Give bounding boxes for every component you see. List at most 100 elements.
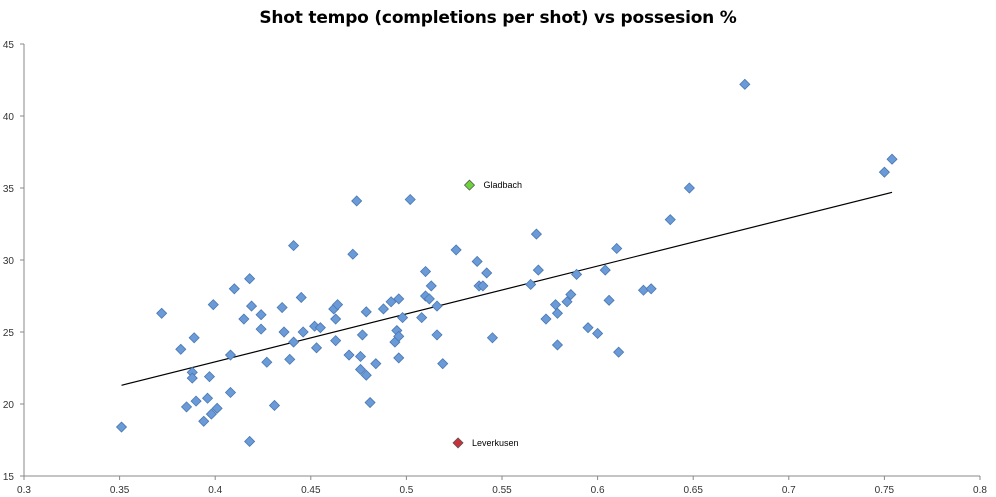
data-point bbox=[599, 264, 611, 276]
data-point bbox=[481, 267, 493, 279]
data-point bbox=[288, 240, 300, 252]
y-tick-label: 40 bbox=[3, 112, 15, 123]
data-point bbox=[203, 371, 216, 383]
y-tick-label: 20 bbox=[3, 400, 15, 411]
data-point bbox=[637, 284, 650, 296]
data-point bbox=[530, 228, 542, 240]
data-point bbox=[276, 301, 288, 314]
data-point bbox=[310, 342, 323, 354]
data-point bbox=[471, 255, 483, 268]
data-points bbox=[115, 78, 898, 448]
data-point bbox=[603, 294, 615, 306]
data-point bbox=[565, 288, 577, 301]
data-point bbox=[245, 300, 258, 312]
data-point bbox=[201, 392, 214, 404]
data-point bbox=[613, 346, 625, 358]
data-point bbox=[664, 214, 676, 226]
data-point bbox=[551, 339, 564, 351]
data-point bbox=[551, 307, 564, 319]
annotations: Gladbach Leverkusen bbox=[452, 179, 522, 449]
data-point bbox=[198, 415, 210, 427]
data-point bbox=[224, 386, 237, 399]
data-point bbox=[356, 329, 368, 341]
data-point bbox=[268, 399, 281, 412]
data-point bbox=[284, 353, 296, 365]
x-tick-label: 0.45 bbox=[301, 485, 321, 496]
y-tick-label: 45 bbox=[3, 40, 15, 51]
data-point bbox=[332, 299, 344, 311]
data-point bbox=[314, 322, 326, 334]
data-point bbox=[354, 363, 367, 376]
chart-title: Shot tempo (completions per shot) vs pos… bbox=[259, 8, 737, 28]
data-point bbox=[288, 336, 300, 348]
data-point bbox=[425, 280, 437, 292]
y-tick-label: 15 bbox=[3, 472, 15, 483]
y-tick-label: 30 bbox=[3, 256, 15, 267]
data-point bbox=[354, 350, 367, 363]
data-point bbox=[347, 248, 359, 260]
data-point bbox=[540, 313, 552, 325]
data-point bbox=[351, 195, 363, 207]
highlight-point bbox=[463, 179, 476, 191]
data-point bbox=[205, 408, 217, 420]
data-point bbox=[343, 349, 355, 361]
x-tick-label: 0.7 bbox=[782, 485, 796, 496]
trendline bbox=[121, 191, 893, 386]
data-point bbox=[156, 307, 168, 319]
y-tick-label: 35 bbox=[3, 184, 15, 195]
data-point bbox=[886, 153, 898, 165]
x-tick-label: 0.3 bbox=[17, 485, 31, 496]
axis-ticks: 0.3 0.35 0.4 0.45 0.5 0.55 0.6 0.65 0.7 0.75 0.8 15… bbox=[3, 40, 988, 496]
data-point bbox=[238, 313, 250, 325]
data-point bbox=[561, 296, 573, 308]
data-point bbox=[207, 299, 219, 311]
annotation-label: Gladbach bbox=[483, 180, 522, 190]
data-point bbox=[549, 299, 562, 311]
data-point bbox=[393, 293, 405, 305]
data-point bbox=[431, 329, 443, 341]
data-point bbox=[419, 265, 432, 278]
data-point bbox=[582, 322, 594, 334]
x-tick-label: 0.35 bbox=[110, 485, 130, 496]
data-point bbox=[431, 300, 443, 312]
data-point bbox=[188, 332, 200, 344]
data-point bbox=[255, 323, 267, 335]
data-point bbox=[261, 356, 273, 368]
data-point bbox=[477, 280, 489, 292]
data-point bbox=[244, 435, 256, 448]
data-point bbox=[180, 401, 193, 413]
data-point bbox=[190, 395, 202, 407]
x-tick-label: 0.65 bbox=[683, 485, 703, 496]
data-point bbox=[397, 312, 409, 324]
data-point bbox=[525, 278, 537, 291]
annotation-label: Leverkusen bbox=[472, 438, 519, 448]
data-point bbox=[878, 166, 890, 178]
data-point bbox=[423, 293, 435, 305]
x-tick-label: 0.6 bbox=[591, 485, 605, 496]
data-point bbox=[739, 78, 751, 90]
data-point bbox=[683, 182, 695, 194]
y-tick-label: 25 bbox=[3, 328, 15, 339]
trendline-group bbox=[121, 191, 893, 386]
data-point bbox=[532, 264, 544, 276]
highlight-point bbox=[452, 437, 464, 449]
x-tick-label: 0.8 bbox=[973, 485, 987, 496]
data-point bbox=[330, 313, 342, 325]
data-point bbox=[571, 268, 583, 280]
data-point bbox=[224, 349, 237, 361]
data-point bbox=[211, 402, 223, 414]
x-tick-label: 0.75 bbox=[875, 485, 895, 496]
data-point bbox=[278, 326, 290, 338]
data-point bbox=[393, 330, 405, 342]
x-tick-label: 0.4 bbox=[208, 485, 222, 496]
data-point bbox=[244, 273, 256, 285]
x-tick-label: 0.5 bbox=[399, 485, 413, 496]
data-point bbox=[450, 244, 462, 256]
data-point bbox=[360, 369, 372, 381]
data-point bbox=[611, 242, 623, 255]
data-point bbox=[228, 283, 240, 295]
x-tick-label: 0.55 bbox=[492, 485, 512, 496]
data-point bbox=[486, 332, 499, 344]
